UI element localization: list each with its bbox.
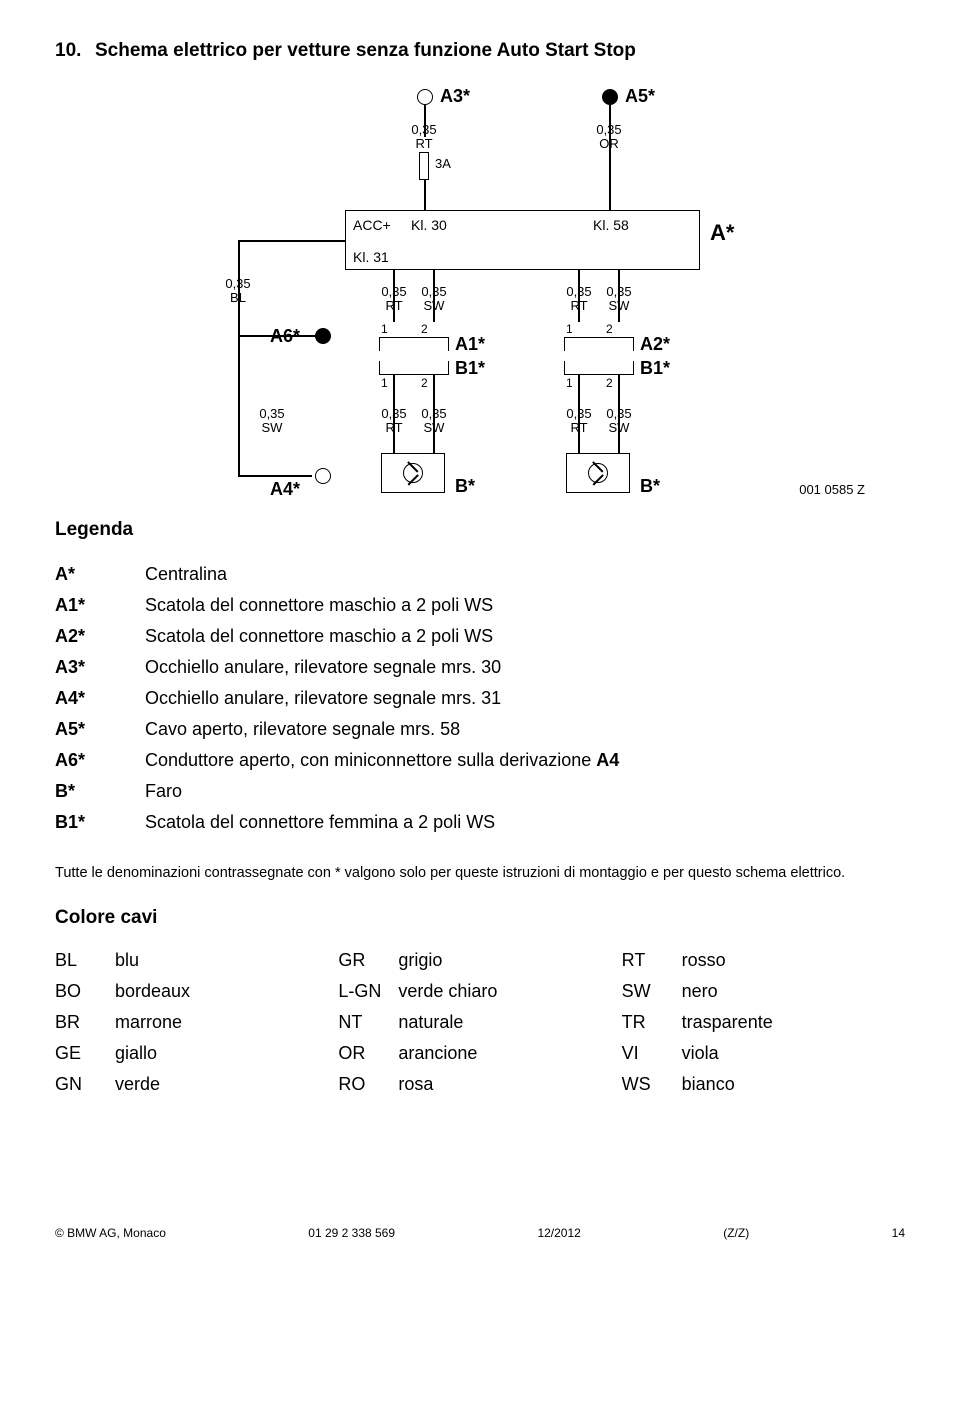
color-name: bordeaux	[115, 978, 338, 1005]
legend-key: A*	[55, 561, 145, 588]
title-text: Schema elettrico per vetture senza funzi…	[95, 40, 636, 62]
color-name: naturale	[398, 1009, 621, 1036]
color-name: trasparente	[682, 1009, 905, 1036]
footer-partno: 01 29 2 338 569	[308, 1226, 395, 1240]
color-row: NTnaturale	[338, 1009, 621, 1036]
footer-page: 14	[892, 1226, 905, 1240]
color-code: TR	[622, 1009, 682, 1036]
legend-desc: Scatola del connettore maschio a 2 poli …	[145, 592, 905, 619]
title-number: 10.	[55, 40, 95, 62]
color-name: marrone	[115, 1009, 338, 1036]
color-name: bianco	[682, 1071, 905, 1098]
color-code: SW	[622, 978, 682, 1005]
color-name: rosso	[682, 947, 905, 974]
legend-desc: Occhiello anulare, rilevatore segnale mr…	[145, 685, 905, 712]
footer-rev: (Z/Z)	[723, 1226, 749, 1240]
legend-row: A*Centralina	[55, 561, 905, 588]
legend-row: B1*Scatola del connettore femmina a 2 po…	[55, 809, 905, 836]
footer-date: 12/2012	[537, 1226, 580, 1240]
color-code: BO	[55, 978, 115, 1005]
color-row: BObordeaux	[55, 978, 338, 1005]
color-code: NT	[338, 1009, 398, 1036]
color-name: grigio	[398, 947, 621, 974]
color-code: GR	[338, 947, 398, 974]
legend-desc: Occhiello anulare, rilevatore segnale mr…	[145, 654, 905, 681]
legend-key: A5*	[55, 716, 145, 743]
color-row: BLblu	[55, 947, 338, 974]
color-row: WSbianco	[622, 1071, 905, 1098]
color-column: GRgrigioL-GNverde chiaroNTnaturaleORaran…	[338, 947, 621, 1102]
legend-desc: Scatola del connettore femmina a 2 poli …	[145, 809, 905, 836]
legend-desc: Faro	[145, 778, 905, 805]
color-row: TRtrasparente	[622, 1009, 905, 1036]
legend-key: A6*	[55, 747, 145, 774]
legend-row: A4*Occhiello anulare, rilevatore segnale…	[55, 685, 905, 712]
legend-row: B*Faro	[55, 778, 905, 805]
color-name: verde chiaro	[398, 978, 621, 1005]
colors-heading: Colore cavi	[55, 907, 905, 929]
color-code: VI	[622, 1040, 682, 1067]
color-name: nero	[682, 978, 905, 1005]
legend-row: A1*Scatola del connettore maschio a 2 po…	[55, 592, 905, 619]
color-row: BRmarrone	[55, 1009, 338, 1036]
color-name: giallo	[115, 1040, 338, 1067]
color-code: RT	[622, 947, 682, 974]
color-row: RTrosso	[622, 947, 905, 974]
legend-row: A3*Occhiello anulare, rilevatore segnale…	[55, 654, 905, 681]
color-grid: BLbluBObordeauxBRmarroneGEgialloGNverdeG…	[55, 947, 905, 1102]
color-column: RTrossoSWneroTRtrasparenteVIviolaWSbianc…	[622, 947, 905, 1102]
legend-key: A4*	[55, 685, 145, 712]
page-footer: © BMW AG, Monaco 01 29 2 338 569 12/2012…	[55, 1222, 905, 1240]
legend-desc: Conduttore aperto, con miniconnettore su…	[145, 747, 905, 774]
legend-key: B1*	[55, 809, 145, 836]
color-row: ORarancione	[338, 1040, 621, 1067]
section-title: 10. Schema elettrico per vetture senza f…	[55, 40, 905, 62]
legend-key: A2*	[55, 623, 145, 650]
color-name: blu	[115, 947, 338, 974]
color-row: L-GNverde chiaro	[338, 978, 621, 1005]
color-row: SWnero	[622, 978, 905, 1005]
legend-desc: Scatola del connettore maschio a 2 poli …	[145, 623, 905, 650]
color-code: RO	[338, 1071, 398, 1098]
color-code: OR	[338, 1040, 398, 1067]
color-code: BL	[55, 947, 115, 974]
color-row: GNverde	[55, 1071, 338, 1098]
legend-key: A1*	[55, 592, 145, 619]
color-row: GEgiallo	[55, 1040, 338, 1067]
legend-row: A6*Conduttore aperto, con miniconnettore…	[55, 747, 905, 774]
color-row: GRgrigio	[338, 947, 621, 974]
color-row: ROrosa	[338, 1071, 621, 1098]
color-code: GN	[55, 1071, 115, 1098]
color-name: arancione	[398, 1040, 621, 1067]
color-code: WS	[622, 1071, 682, 1098]
diagram-code: 001 0585 Z	[799, 482, 865, 497]
color-code: BR	[55, 1009, 115, 1036]
wiring-diagram: A3* 0,35RT 3A A5* 0,35OR ACC+ Kl. 30 Kl.…	[55, 87, 905, 507]
legend-key: A3*	[55, 654, 145, 681]
legenda-heading: Legenda	[55, 519, 905, 541]
color-column: BLbluBObordeauxBRmarroneGEgialloGNverde	[55, 947, 338, 1102]
color-code: GE	[55, 1040, 115, 1067]
footnote: Tutte le denominazioni contrassegnate co…	[55, 864, 905, 883]
legend-desc: Cavo aperto, rilevatore segnale mrs. 58	[145, 716, 905, 743]
legend-list: A*CentralinaA1*Scatola del connettore ma…	[55, 561, 905, 836]
color-name: rosa	[398, 1071, 621, 1098]
legend-desc: Centralina	[145, 561, 905, 588]
legend-row: A5*Cavo aperto, rilevatore segnale mrs. …	[55, 716, 905, 743]
color-name: viola	[682, 1040, 905, 1067]
color-code: L-GN	[338, 978, 398, 1005]
color-name: verde	[115, 1071, 338, 1098]
footer-copyright: © BMW AG, Monaco	[55, 1226, 166, 1240]
color-row: VIviola	[622, 1040, 905, 1067]
legend-key: B*	[55, 778, 145, 805]
legend-row: A2*Scatola del connettore maschio a 2 po…	[55, 623, 905, 650]
